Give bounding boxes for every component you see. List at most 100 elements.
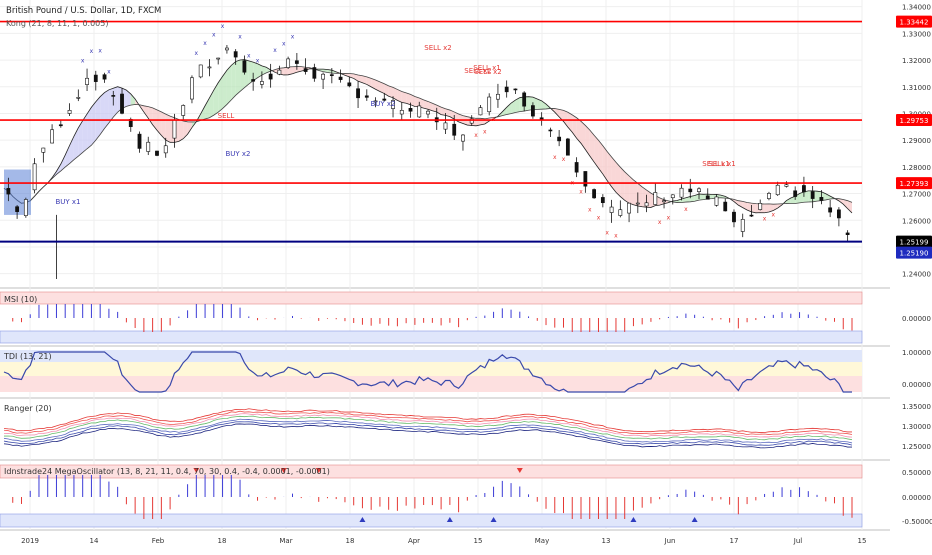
candle-body[interactable] [697,189,700,192]
candle-body[interactable] [321,74,324,79]
candle-body[interactable] [776,185,779,194]
candle-body[interactable] [479,108,482,115]
candle-body[interactable] [426,111,429,114]
candle-body[interactable] [549,130,552,131]
candle-body[interactable] [601,197,604,202]
candle-body[interactable] [68,110,71,113]
cloud-segment [144,106,148,118]
candle-body[interactable] [662,201,665,202]
candle-body[interactable] [418,106,421,117]
price-label-text: 1.25199 [900,239,929,247]
buy-cross-marker: x [81,58,85,65]
candle-body[interactable] [461,135,464,141]
candle-body[interactable] [453,124,456,135]
candle-body[interactable] [42,148,45,152]
candle-body[interactable] [287,59,290,68]
candle-body[interactable] [164,146,167,153]
candle-body[interactable] [566,139,569,155]
candle-body[interactable] [829,208,832,212]
candle-body[interactable] [217,58,220,59]
candle-body[interactable] [811,192,814,199]
candle-body[interactable] [488,97,491,112]
candle-body[interactable] [208,67,211,68]
candle-body[interactable] [260,81,263,84]
tdi-pane[interactable] [0,350,862,392]
candle-body[interactable] [619,210,622,216]
candle-body[interactable] [689,189,692,192]
candle-body[interactable] [225,48,228,50]
candle-body[interactable] [654,192,657,204]
candle-body[interactable] [16,207,19,212]
candle-body[interactable] [846,233,849,235]
cloud-segment [629,176,633,205]
candle-body[interactable] [724,202,727,211]
ranger-pane[interactable] [4,409,852,448]
candle-body[interactable] [339,77,342,80]
candle-body[interactable] [295,61,298,64]
candle-body[interactable] [558,137,561,141]
candle-body[interactable] [523,93,526,106]
candle-body[interactable] [505,87,508,92]
candle-body[interactable] [138,134,141,148]
candle-body[interactable] [802,185,805,191]
candle-body[interactable] [671,195,674,198]
candle-body[interactable] [24,199,27,215]
candle-body[interactable] [103,75,106,79]
candle-body[interactable] [356,89,359,98]
candle-body[interactable] [514,89,517,90]
candle-body[interactable] [7,188,10,194]
candle-body[interactable] [627,203,630,213]
candle-body[interactable] [365,96,368,98]
candle-body[interactable] [190,78,193,99]
candle-body[interactable] [584,171,587,186]
candle-body[interactable] [496,94,499,99]
candle-body[interactable] [820,197,823,200]
candle-body[interactable] [715,197,718,205]
candle-body[interactable] [575,162,578,172]
candle-body[interactable] [741,219,744,231]
candle-body[interactable] [199,65,202,77]
candle-body[interactable] [304,69,307,72]
candle-body[interactable] [234,52,237,58]
candle-body[interactable] [94,75,97,82]
candle-body[interactable] [593,190,596,198]
candle-body[interactable] [837,210,840,218]
candle-body[interactable] [120,94,123,113]
candle-body[interactable] [680,188,683,197]
candle-body[interactable] [147,142,150,151]
candle-body[interactable] [785,185,788,187]
candle-body[interactable] [767,193,770,198]
candle-body[interactable] [33,164,36,190]
candle-body[interactable] [531,106,534,117]
candle-body[interactable] [409,108,412,111]
candle-body[interactable] [313,68,316,79]
candle-body[interactable] [77,97,80,98]
candle-body[interactable] [645,203,648,206]
candle-body[interactable] [155,151,158,155]
grid-layer [0,0,890,530]
candle-body[interactable] [610,207,613,213]
candle-body[interactable] [173,120,176,138]
candle-body[interactable] [444,123,447,129]
candle-body[interactable] [759,203,762,209]
candle-body[interactable] [85,78,88,84]
candle-body[interactable] [750,215,753,216]
candle-body[interactable] [59,125,62,126]
candle-body[interactable] [182,105,185,115]
candle-body[interactable] [636,203,639,204]
candle-body[interactable] [252,79,255,81]
candle-body[interactable] [50,130,53,143]
candle-body[interactable] [243,61,246,72]
candle-body[interactable] [278,70,281,74]
candle-body[interactable] [732,212,735,222]
kong-title: Kong (21, 8, 11, 1, 0.005) [6,19,108,28]
candle-body[interactable] [330,75,333,76]
candle-body[interactable] [400,110,403,114]
msi-pane[interactable] [0,292,862,343]
candle-body[interactable] [269,74,272,79]
candle-body[interactable] [794,191,797,197]
candle-body[interactable] [706,196,709,199]
candle-body[interactable] [112,95,115,96]
candle-body[interactable] [348,83,351,86]
